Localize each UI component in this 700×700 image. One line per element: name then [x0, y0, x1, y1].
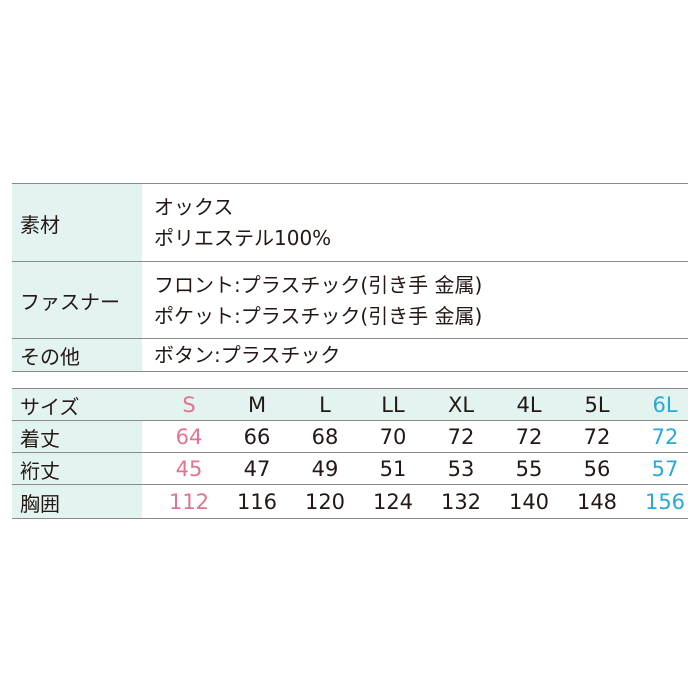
- spec-body: オックスポリエステル100%: [154, 184, 331, 262]
- size-value: 49: [311, 457, 339, 481]
- spec-label: 素材: [12, 184, 142, 262]
- size-value: 148: [576, 490, 618, 514]
- spec-line: ボタン:プラスチック: [154, 343, 341, 367]
- size-value: 57: [651, 457, 679, 481]
- size-value: 72: [515, 425, 543, 449]
- spec-line: フロント:プラスチック(引き手 金属): [154, 272, 483, 297]
- size-row: 着丈 64 66 68 70 72 72 72 72: [12, 420, 688, 453]
- size-value: 72: [583, 425, 611, 449]
- size-label: 6L: [652, 393, 678, 417]
- spec-row: ファスナー フロント:プラスチック(引き手 金属) ポケット:プラスチック(引き手 …: [12, 261, 688, 339]
- spec-body: ボタン:プラスチック: [154, 339, 340, 372]
- spec-line: ポリエステル100%: [154, 226, 332, 250]
- size-value: 72: [651, 425, 679, 449]
- size-row: 裄丈 45 47 49 51 53 55 56 57: [12, 452, 688, 485]
- size-value: 132: [440, 490, 482, 514]
- size-value: 64: [175, 425, 203, 449]
- size-label: S: [182, 393, 196, 417]
- size-header-row: サイズ S M L LL XL 4L 5L 6L: [12, 388, 688, 421]
- size-label: 4L: [516, 393, 542, 417]
- spec-bottom-border: [12, 371, 688, 372]
- size-label: LL: [381, 393, 405, 417]
- size-row: 胸囲 112 116 120 124 132 140 148 156: [12, 484, 688, 519]
- spec-row: 素材 オックスポリエステル100%: [12, 183, 688, 262]
- size-value: 68: [311, 425, 339, 449]
- size-value: 124: [372, 490, 414, 514]
- size-value: 70: [379, 425, 407, 449]
- size-value: 72: [447, 425, 475, 449]
- spec-label: ファスナー: [12, 262, 142, 339]
- size-value: 140: [508, 490, 550, 514]
- size-label: M: [247, 393, 267, 417]
- size-value: 66: [243, 425, 271, 449]
- row-label: 裄丈: [12, 453, 142, 485]
- size-value: 53: [447, 457, 475, 481]
- size-bottom-border: [12, 518, 688, 519]
- spec-body: フロント:プラスチック(引き手 金属) ポケット:プラスチック(引き手 金属): [154, 262, 482, 339]
- size-label: 5L: [584, 393, 610, 417]
- size-value: 56: [583, 457, 611, 481]
- row-label: 胸囲: [12, 485, 142, 519]
- spec-line: オックス: [154, 195, 234, 219]
- row-label: サイズ: [12, 389, 142, 421]
- size-value: 47: [243, 457, 271, 481]
- size-value: 156: [644, 490, 686, 514]
- row-label: 着丈: [12, 421, 142, 453]
- spec-row: その他 ボタン:プラスチック: [12, 338, 688, 372]
- size-value: 51: [379, 457, 407, 481]
- size-value: 45: [175, 457, 203, 481]
- size-label: L: [319, 393, 331, 417]
- spec-line: ポケット:プラスチック(引き手 金属): [154, 303, 483, 328]
- size-value: 116: [236, 490, 278, 514]
- size-value: 112: [168, 490, 210, 514]
- spec-label: その他: [12, 339, 142, 372]
- size-label: XL: [447, 393, 475, 417]
- size-value: 120: [304, 490, 346, 514]
- size-value: 55: [515, 457, 543, 481]
